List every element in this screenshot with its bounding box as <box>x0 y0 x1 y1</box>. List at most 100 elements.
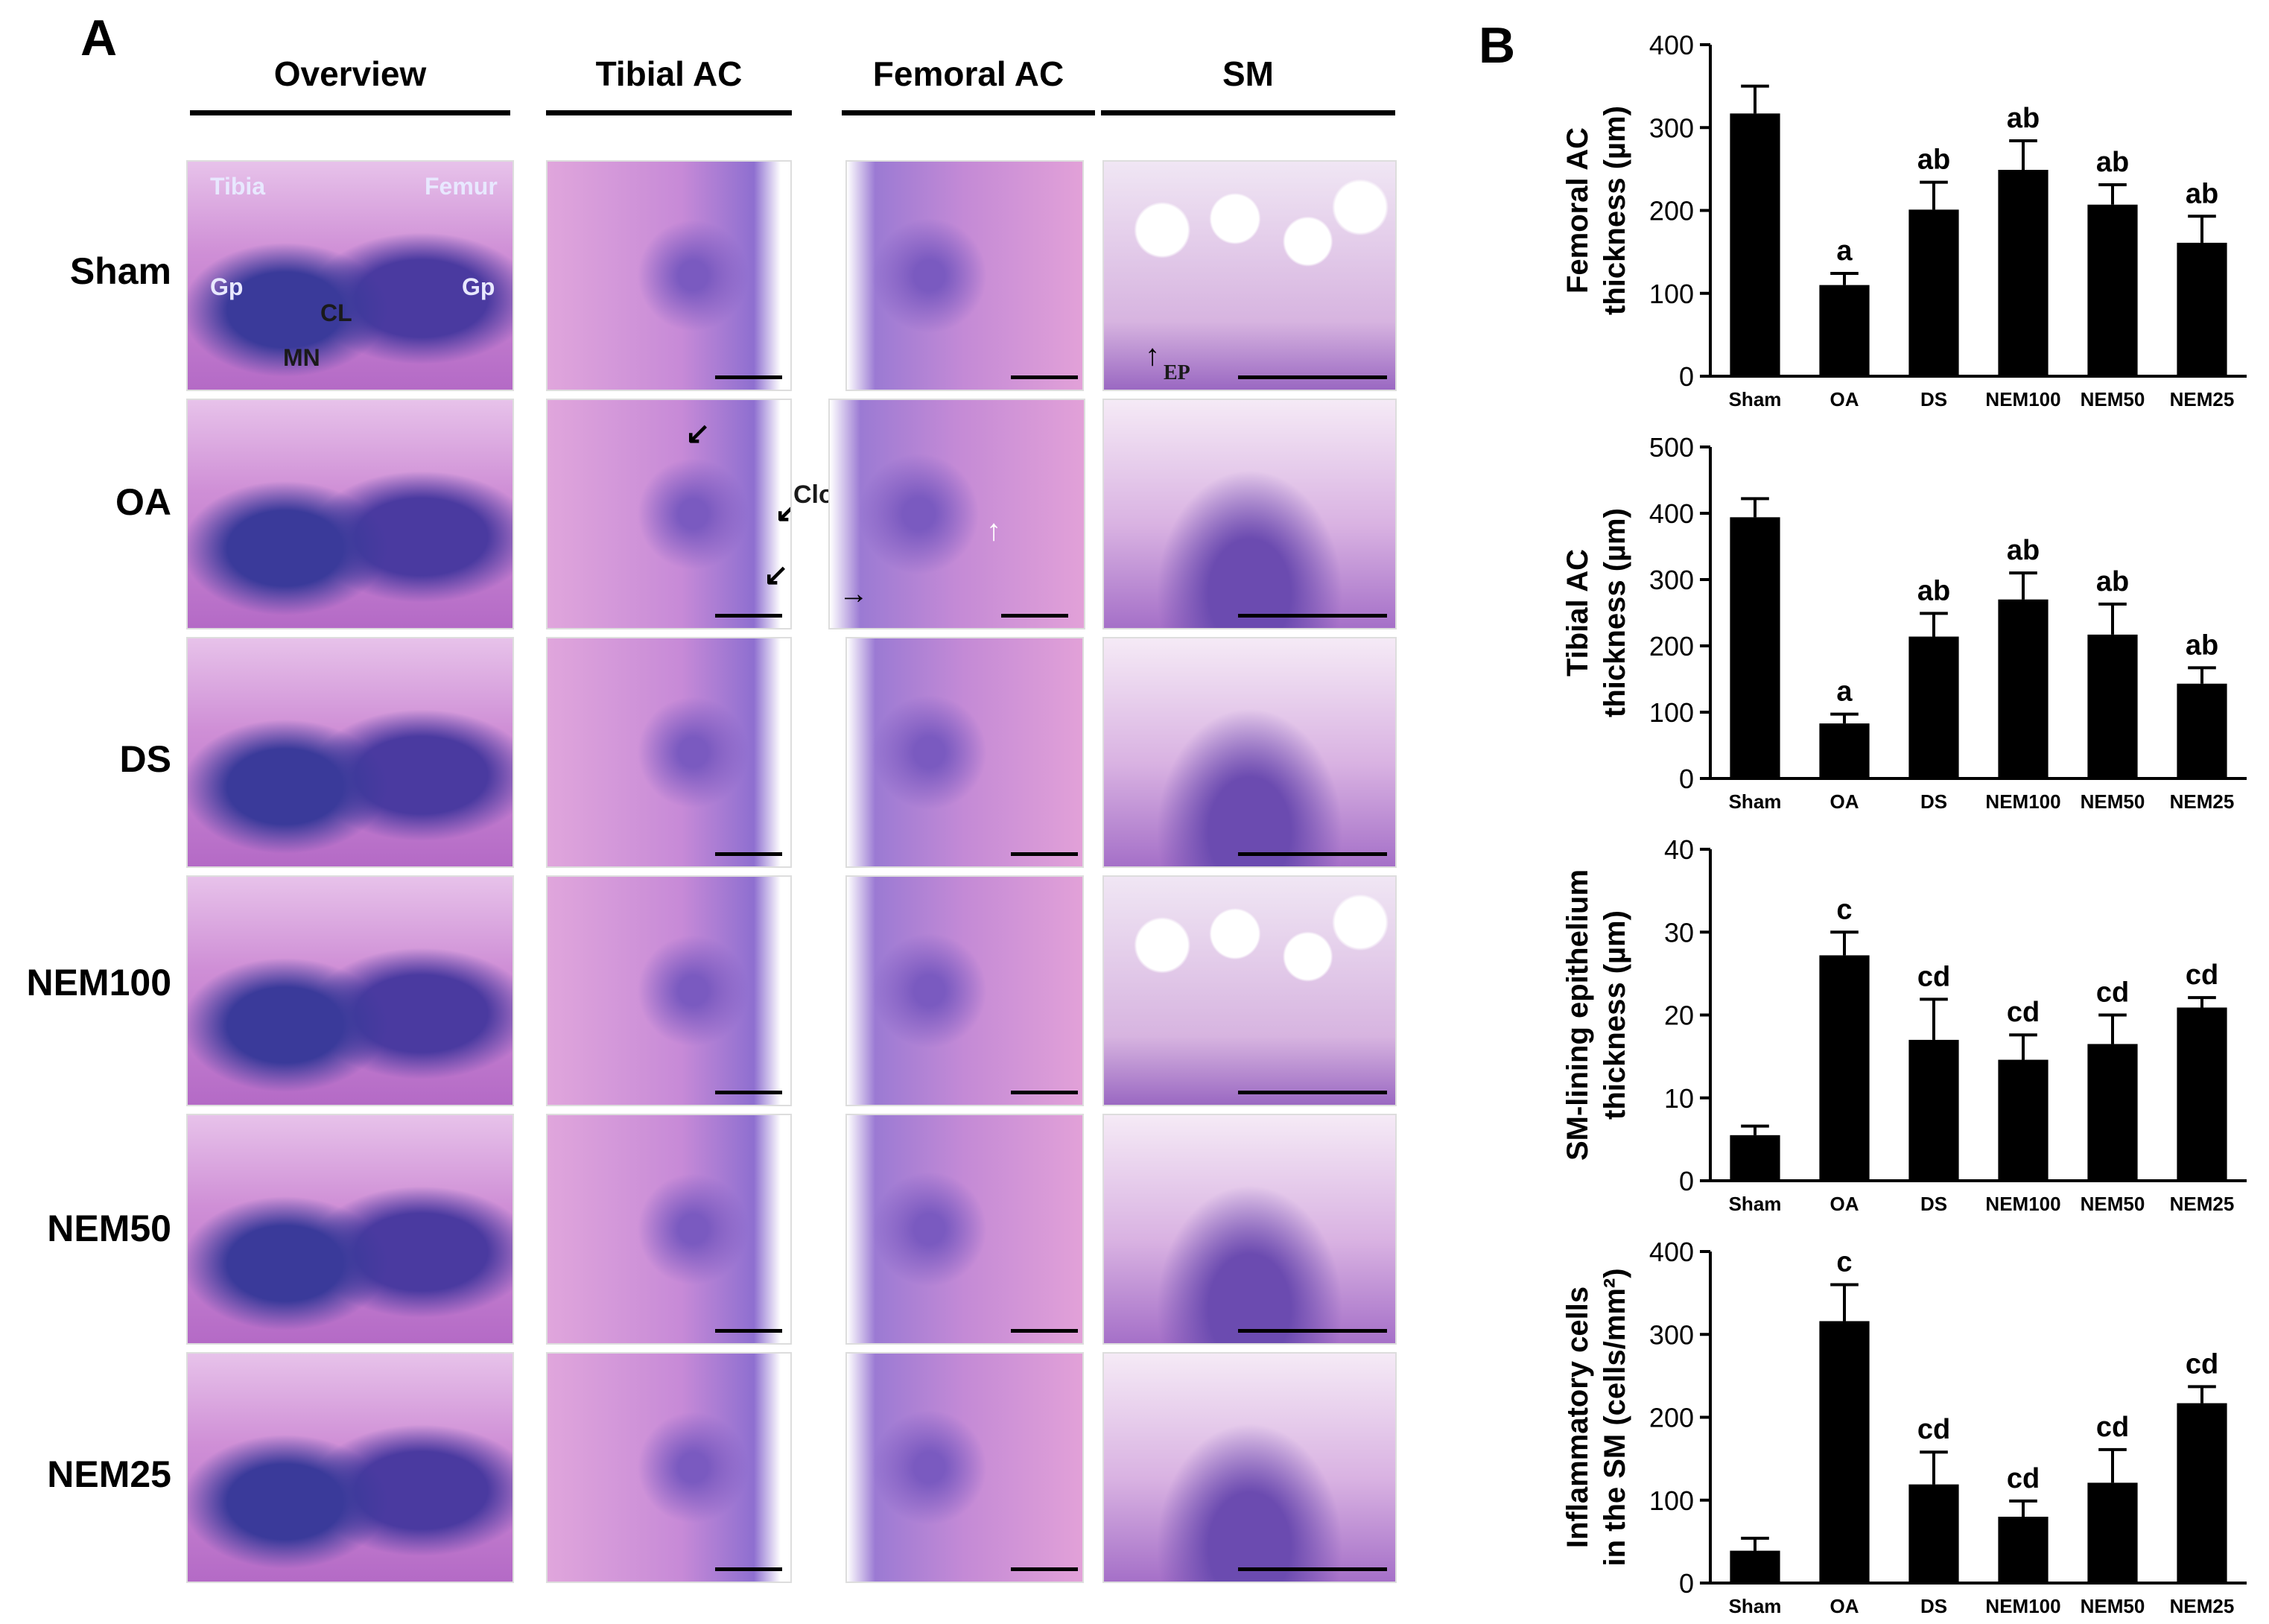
bar-oa <box>1819 285 1870 376</box>
scale-bar <box>715 614 782 618</box>
micrograph-nem25-sm <box>1102 1352 1397 1583</box>
x-tick-label: NEM100 <box>1985 1595 2060 1617</box>
y-axis-label: thickness (µm) <box>1599 910 1631 1120</box>
micrograph-nem25-overview <box>186 1352 514 1583</box>
significance-label: c <box>1836 894 1852 925</box>
micrograph-nem100-tibial-ac <box>546 875 792 1106</box>
micrograph-oa-tibial-ac: ↙ ↙ ↙ <box>546 399 792 629</box>
y-tick-label: 200 <box>1649 631 1694 662</box>
significance-label: cd <box>2096 1412 2129 1443</box>
y-tick-label: 300 <box>1649 1319 1694 1350</box>
panel-b-letter: B <box>1479 17 1516 74</box>
significance-label: ab <box>2007 535 2040 566</box>
scale-bar <box>1238 614 1387 618</box>
significance-label: cd <box>2186 960 2218 991</box>
y-tick-label: 30 <box>1664 917 1694 948</box>
y-tick-label: 300 <box>1649 565 1694 595</box>
x-tick-label: NEM100 <box>1985 790 2060 813</box>
x-tick-label: DS <box>1920 1193 1947 1215</box>
row-label-nem25: NEM25 <box>47 1453 171 1495</box>
micrograph-nem25-tibial-ac <box>546 1352 792 1583</box>
significance-label: cd <box>1917 961 1950 992</box>
panel-a-letter: A <box>80 10 118 66</box>
x-tick-label: Sham <box>1729 1193 1782 1215</box>
significance-label: cd <box>2186 1348 2218 1380</box>
x-tick-label: NEM50 <box>2081 388 2145 410</box>
x-tick-label: OA <box>1830 1193 1859 1215</box>
micrograph-ds-overview <box>186 637 514 868</box>
label-tibia: Tibia <box>210 173 266 200</box>
x-tick-label: NEM100 <box>1985 1193 2060 1215</box>
x-tick-label: NEM25 <box>2170 790 2235 813</box>
bar-nem100 <box>1998 1059 2049 1181</box>
scale-bar <box>1011 1091 1078 1094</box>
scale-bar <box>1238 1567 1387 1571</box>
significance-label: ab <box>2096 147 2129 178</box>
x-tick-label: DS <box>1920 1595 1947 1617</box>
bar-oa <box>1819 955 1870 1181</box>
y-tick-label: 0 <box>1679 764 1694 794</box>
scale-bar <box>1001 614 1068 618</box>
scale-bar <box>715 1567 782 1571</box>
scale-bar <box>1011 852 1078 856</box>
bar-nem25 <box>2177 1403 2227 1583</box>
y-axis-label: thickness (µm) <box>1599 508 1631 717</box>
row-label-ds: DS <box>119 738 171 780</box>
micrograph-sham-overview: Tibia Femur Gp Gp CL MN <box>186 160 514 391</box>
significance-label: ab <box>1917 575 1950 606</box>
y-axis-label: SM-lining epithelium <box>1561 869 1594 1161</box>
bar-ds <box>1908 1484 1959 1583</box>
y-axis-label: in the SM (cells/mm²) <box>1599 1268 1631 1566</box>
row-label-nem100: NEM100 <box>26 962 171 1003</box>
significance-label: ab <box>2007 103 2040 134</box>
x-tick-label: NEM25 <box>2170 388 2235 410</box>
micrograph-nem50-femoral-ac <box>845 1114 1084 1345</box>
significance-label: ab <box>2096 566 2129 597</box>
bar-nem25 <box>2177 683 2227 778</box>
micrograph-nem100-sm <box>1102 875 1397 1106</box>
significance-label: c <box>1836 1247 1852 1278</box>
micrograph-nem25-femoral-ac <box>845 1352 1084 1583</box>
bar-ds <box>1908 636 1959 778</box>
micrograph-nem100-femoral-ac <box>845 875 1084 1106</box>
bar-sham <box>1730 1550 1780 1583</box>
bar-nem50 <box>2087 204 2138 376</box>
micrograph-oa-sm <box>1102 399 1397 629</box>
y-tick-label: 400 <box>1649 1237 1694 1267</box>
y-axis-label: Femoral AC <box>1561 127 1594 294</box>
significance-label: a <box>1836 676 1853 708</box>
y-tick-label: 20 <box>1664 1000 1694 1031</box>
label-ep: EP <box>1164 361 1190 384</box>
x-tick-label: NEM100 <box>1985 388 2060 410</box>
y-axis-label: Tibial AC <box>1561 549 1594 676</box>
column-header-tibial-ac: Tibial AC <box>595 54 743 93</box>
micrograph-sham-sm: ↑ EP <box>1102 160 1397 391</box>
micrograph-sham-tibial-ac <box>546 160 792 391</box>
x-tick-label: DS <box>1920 790 1947 813</box>
column-header-sm: SM <box>1222 54 1274 93</box>
micrograph-nem100-overview <box>186 875 514 1106</box>
bar-nem100 <box>1998 169 2049 377</box>
bar-nem50 <box>2087 634 2138 778</box>
micrograph-ds-femoral-ac <box>845 637 1084 868</box>
y-tick-label: 10 <box>1664 1083 1694 1114</box>
arrow-clone-2: ↙ <box>775 497 790 527</box>
y-axis-label: Inflammatory cells <box>1561 1287 1594 1548</box>
y-tick-label: 500 <box>1649 432 1694 463</box>
bar-nem100 <box>1998 1517 2049 1583</box>
column-header-overview: Overview <box>273 54 427 93</box>
x-tick-label: NEM25 <box>2170 1193 2235 1215</box>
arrow-ep: ↑ <box>1145 339 1160 372</box>
micrograph-oa-overview <box>186 399 514 629</box>
bar-sham <box>1730 517 1780 778</box>
bar-oa <box>1819 1321 1870 1583</box>
label-mn: MN <box>283 344 320 371</box>
x-tick-label: Sham <box>1729 1595 1782 1617</box>
label-gp-right: Gp <box>462 273 495 300</box>
label-gp-left: Gp <box>210 273 244 300</box>
y-tick-label: 0 <box>1679 1166 1694 1196</box>
x-tick-label: NEM50 <box>2081 790 2145 813</box>
bar-nem25 <box>2177 1007 2227 1181</box>
x-tick-label: DS <box>1920 388 1947 410</box>
column-rule-tibial-ac <box>546 110 792 115</box>
